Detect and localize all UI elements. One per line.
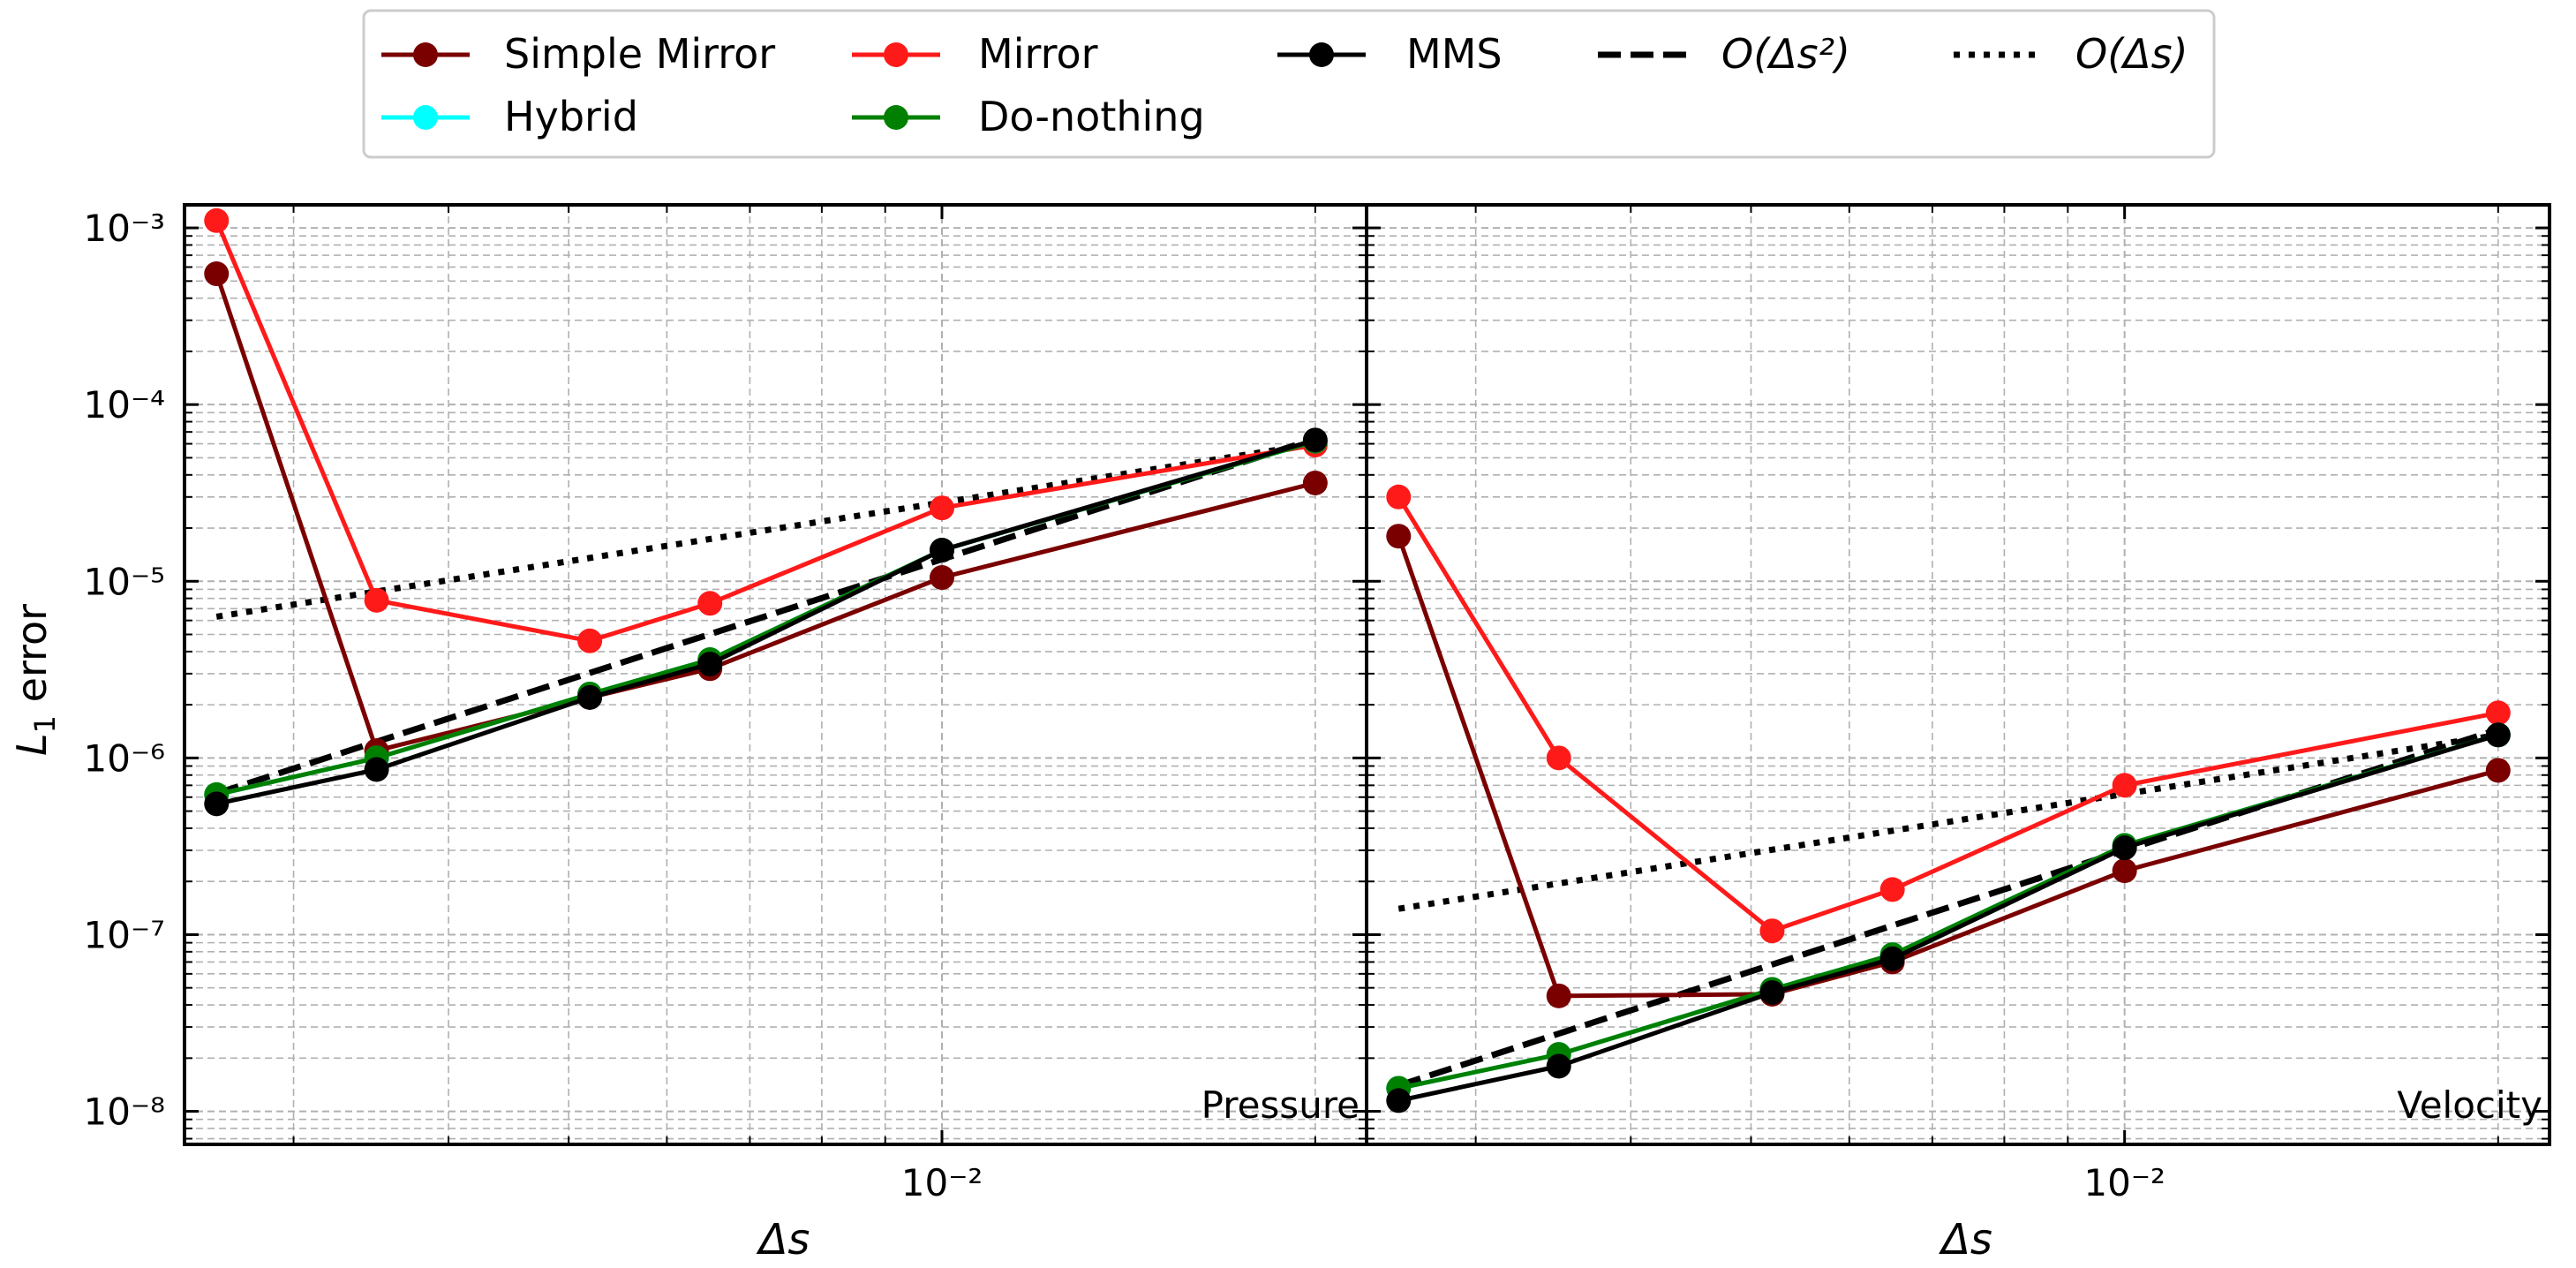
legend-entry-do-nothing: Do-nothing (852, 93, 1205, 140)
legend-box (362, 9, 2216, 159)
data-point (930, 495, 955, 521)
data-point (1546, 745, 1571, 771)
data-point (1546, 1053, 1571, 1079)
legend-label: Simple Mirror (504, 30, 775, 78)
series-line (215, 437, 1316, 806)
legend-marker (413, 105, 438, 130)
data-point (930, 538, 955, 563)
legend-label: O(Δs) (2075, 30, 2188, 78)
x-tick-label: 10⁻² (901, 1161, 983, 1204)
series-mirror (1386, 484, 2511, 944)
data-point (577, 684, 603, 710)
legend-label: Mirror (978, 30, 1098, 78)
data-point (2485, 700, 2511, 726)
y-tick-label: 10⁻⁴ (84, 383, 165, 426)
data-point (1302, 470, 1328, 495)
data-point (204, 261, 230, 287)
legend-marker (413, 42, 438, 67)
data-point (1759, 918, 1785, 944)
series-line (1397, 495, 2499, 933)
legend-entry-o-ds: O(Δs) (1954, 30, 2188, 78)
reference-line-o-ds2 (215, 435, 1316, 796)
reference-line-o-ds (215, 441, 1316, 620)
y-tick-label: 10⁻⁵ (84, 560, 165, 603)
data-point (204, 208, 230, 233)
data-point (1386, 1088, 1412, 1113)
y-tick-label: 10⁻⁸ (84, 1091, 165, 1134)
data-point (577, 628, 603, 653)
data-point (2112, 858, 2137, 884)
series-line (1396, 535, 2499, 999)
y-axis-label: L1 error (8, 604, 62, 756)
x-axis-label: Δs (1938, 1215, 1992, 1264)
legend-entry-o-ds2: O(Δs²) (1598, 30, 1850, 78)
grid (1367, 205, 2550, 1144)
series-line (214, 273, 1316, 753)
data-point (364, 587, 389, 613)
legend-entry-mirror: Mirror (852, 30, 1098, 78)
y-tick-label: 10⁻³ (84, 207, 165, 250)
legend-entry-mms: MMS (1277, 30, 1503, 78)
plot-frame (1365, 203, 2551, 1146)
series-mms (1386, 722, 2511, 1113)
data-point (2485, 758, 2511, 783)
data-point (1759, 980, 1785, 1006)
data-point (1386, 484, 1412, 509)
series-mms (204, 427, 1328, 817)
data-point (2112, 773, 2137, 798)
data-point (2112, 835, 2137, 861)
legend: Simple Mirror Mirror MMS O(Δs²) O(Δs) Hy… (362, 9, 2216, 159)
data-point (930, 565, 955, 591)
legend-marker (884, 105, 908, 130)
velocity-panel: 10⁻² Δs Velocity (1365, 203, 2551, 1264)
data-point (1302, 427, 1328, 453)
data-point (697, 591, 723, 616)
legend-label: Hybrid (504, 93, 638, 140)
data-point (204, 791, 230, 817)
panel-label: Pressure (1201, 1083, 1360, 1127)
legend-label: O(Δs²) (1721, 30, 1850, 78)
data-point (697, 652, 723, 677)
data-point (2485, 722, 2511, 748)
data-point (1386, 524, 1412, 549)
series-line (1397, 732, 2499, 1103)
series-line (214, 219, 1316, 644)
data-point (1546, 983, 1571, 1008)
x-tick-label: 10⁻² (2083, 1161, 2165, 1204)
legend-entry-simple-mirror: Simple Mirror (381, 30, 775, 78)
legend-entry-hybrid: Hybrid (381, 93, 638, 140)
legend-marker (1309, 42, 1334, 67)
legend-label: MMS (1406, 30, 1503, 78)
x-axis-label: Δs (756, 1215, 810, 1264)
panel-label: Velocity (2397, 1083, 2542, 1127)
data-point (1879, 877, 1905, 902)
data-point (364, 757, 389, 782)
legend-marker (884, 42, 908, 67)
legend-label: Do-nothing (978, 93, 1205, 140)
y-tick-label: 10⁻⁷ (84, 913, 165, 956)
data-point (1879, 946, 1905, 971)
pressure-panel: 10⁻⁸ 10⁻⁷ 10⁻⁶ 10⁻⁵ 10⁻⁴ 10⁻³ 10⁻² Δs Pressure (84, 203, 1368, 1264)
y-tick-label: 10⁻⁶ (84, 736, 165, 780)
reference-line-o-ds (1397, 731, 2499, 912)
